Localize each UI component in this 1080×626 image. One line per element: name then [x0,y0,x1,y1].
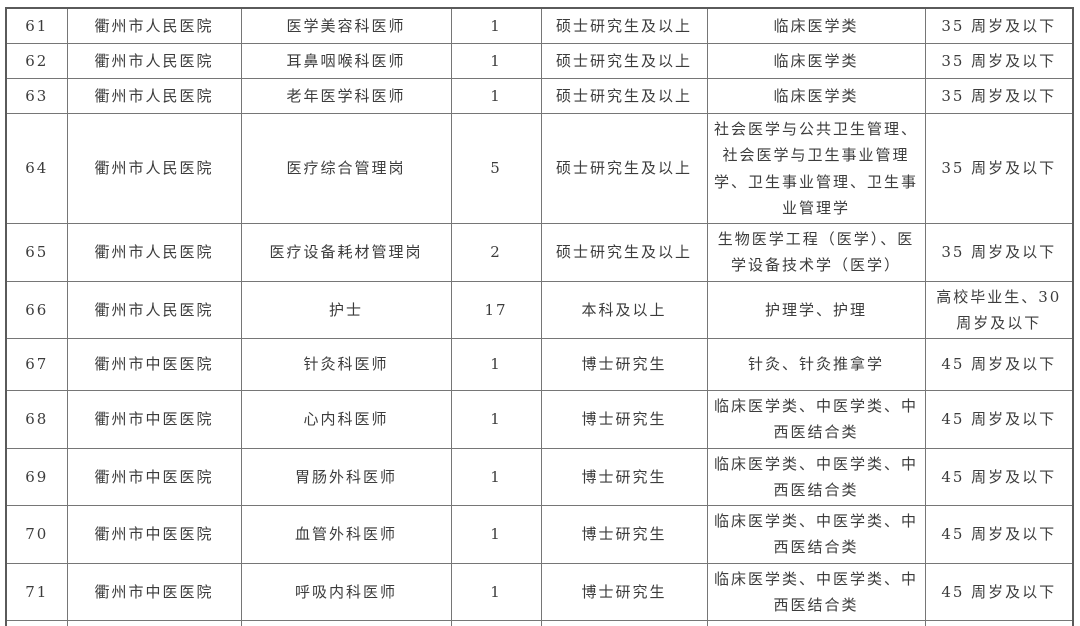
cell-seq: 71 [5,562,68,621]
cell-seq: 70 [5,505,68,564]
cell-position: 血管外科医师 [240,505,452,564]
cell-seq: 62 [5,43,68,79]
table-row: 63 衢州市人民医院 老年医学科医师 1 硕士研究生及以上 临床医学类 35 周… [5,78,1074,114]
cell-unit: 衢州市人民医院 [66,7,242,44]
cell-age: 35 周岁及以下 [924,78,1074,114]
table-row: 61 衢州市人民医院 医学美容科医师 1 硕士研究生及以上 临床医学类 35 周… [5,7,1074,44]
cell-education: 硕士研究生及以上 [540,7,708,44]
cell-seq: 61 [5,7,68,44]
cell-education: 硕士研究生及以上 [540,43,708,79]
cell-unit: 衢州市中医医院 [66,390,242,449]
cell-unit: 衢州市人民医院 [66,113,242,224]
cell-age: 35 周岁及以下 [924,7,1074,44]
cell-age: 35 周岁及以下 [924,113,1074,224]
cell-count: 1 [450,78,542,114]
cell-major: 护理学、护理 [706,280,926,339]
cell-seq: 65 [5,223,68,282]
cell-count: 1 [450,562,542,621]
cell-count: 1 [450,7,542,44]
cell-count: 1 [450,390,542,449]
cell-count: 1 [450,338,542,391]
cell-count: 17 [450,280,542,339]
cell-education: 博士研究生 [540,390,708,449]
table-row: 62 衢州市人民医院 耳鼻咽喉科医师 1 硕士研究生及以上 临床医学类 35 周… [5,43,1074,79]
table-row: 65 衢州市人民医院 医疗设备耗材管理岗 2 硕士研究生及以上 生物医学工程（医… [5,223,1074,282]
cell-major: 临床医学类 [706,43,926,79]
cell-count: 1 [450,43,542,79]
cell-position: 呼吸内科医师 [240,562,452,621]
cell-position: 老年医学科医师 [240,78,452,114]
cell-education: 博士研究生 [540,447,708,506]
cell-age: 45 周岁及以下 [924,562,1074,621]
cell-unit: 衢州市中医医院 [66,447,242,506]
table-row: 70 衢州市中医医院 血管外科医师 1 博士研究生 临床医学类、中医学类、中西医… [5,505,1074,564]
cell-age: 35 周岁及以下 [924,223,1074,282]
table-row: 64 衢州市人民医院 医疗综合管理岗 5 硕士研究生及以上 社会医学与公共卫生管… [5,113,1074,224]
table-row: 72 衢州市中医医院 骨伤科医师 1 博士研究生 临床医学类、中医学类、中西医结… [5,620,1074,626]
cell-seq: 66 [5,280,68,339]
cell-seq: 72 [5,620,68,626]
cell-unit: 衢州市中医医院 [66,620,242,626]
cell-position: 护士 [240,280,452,339]
cell-education: 博士研究生 [540,505,708,564]
cell-education: 博士研究生 [540,338,708,391]
cell-seq: 68 [5,390,68,449]
cell-age: 45 周岁及以下 [924,447,1074,506]
cell-major: 临床医学类、中医学类、中西医结合类 [706,447,926,506]
cell-education: 硕士研究生及以上 [540,223,708,282]
table-row: 67 衢州市中医医院 针灸科医师 1 博士研究生 针灸、针灸推拿学 45 周岁及… [5,338,1074,391]
cell-position: 针灸科医师 [240,338,452,391]
table-row: 66 衢州市人民医院 护士 17 本科及以上 护理学、护理 高校毕业生、30 周… [5,280,1074,339]
cell-position: 医学美容科医师 [240,7,452,44]
cell-age: 45 周岁及以下 [924,505,1074,564]
cell-education: 硕士研究生及以上 [540,113,708,224]
table-row: 71 衢州市中医医院 呼吸内科医师 1 博士研究生 临床医学类、中医学类、中西医… [5,562,1074,621]
cell-education: 硕士研究生及以上 [540,78,708,114]
cell-position: 医疗综合管理岗 [240,113,452,224]
cell-count: 2 [450,223,542,282]
cell-major: 生物医学工程（医学）、医学设备技术学（医学） [706,223,926,282]
cell-position: 胃肠外科医师 [240,447,452,506]
cell-position: 骨伤科医师 [240,620,452,626]
cell-seq: 63 [5,78,68,114]
recruitment-table: 61 衢州市人民医院 医学美容科医师 1 硕士研究生及以上 临床医学类 35 周… [5,7,1074,626]
cell-seq: 64 [5,113,68,224]
cell-unit: 衢州市人民医院 [66,78,242,114]
cell-major: 临床医学类 [706,7,926,44]
cell-position: 心内科医师 [240,390,452,449]
cell-major: 临床医学类、中医学类、中西医结合类 [706,562,926,621]
cell-education: 本科及以上 [540,280,708,339]
cell-major: 临床医学类、中医学类、中西医结合类 [706,620,926,626]
cell-seq: 67 [5,338,68,391]
cell-unit: 衢州市中医医院 [66,562,242,621]
cell-count: 1 [450,620,542,626]
cell-seq: 69 [5,447,68,506]
cell-position: 耳鼻咽喉科医师 [240,43,452,79]
cell-education: 博士研究生 [540,562,708,621]
cell-major: 临床医学类、中医学类、中西医结合类 [706,505,926,564]
cell-major: 针灸、针灸推拿学 [706,338,926,391]
cell-age: 35 周岁及以下 [924,43,1074,79]
cell-age: 高校毕业生、30 周岁及以下 [924,280,1074,339]
cell-major: 临床医学类、中医学类、中西医结合类 [706,390,926,449]
cell-count: 5 [450,113,542,224]
cell-major: 社会医学与公共卫生管理、社会医学与卫生事业管理学、卫生事业管理、卫生事业管理学 [706,113,926,224]
cell-unit: 衢州市人民医院 [66,280,242,339]
cell-unit: 衢州市中医医院 [66,338,242,391]
cell-count: 1 [450,447,542,506]
table-row: 69 衢州市中医医院 胃肠外科医师 1 博士研究生 临床医学类、中医学类、中西医… [5,447,1074,506]
table-row: 68 衢州市中医医院 心内科医师 1 博士研究生 临床医学类、中医学类、中西医结… [5,390,1074,449]
cell-count: 1 [450,505,542,564]
cell-major: 临床医学类 [706,78,926,114]
cell-education: 博士研究生 [540,620,708,626]
cell-unit: 衢州市中医医院 [66,505,242,564]
cell-age: 45 周岁及以下 [924,390,1074,449]
cell-unit: 衢州市人民医院 [66,223,242,282]
cell-age: 45 周岁及以下 [924,338,1074,391]
cell-age: 45 周岁及以下 [924,620,1074,626]
cell-position: 医疗设备耗材管理岗 [240,223,452,282]
cell-unit: 衢州市人民医院 [66,43,242,79]
